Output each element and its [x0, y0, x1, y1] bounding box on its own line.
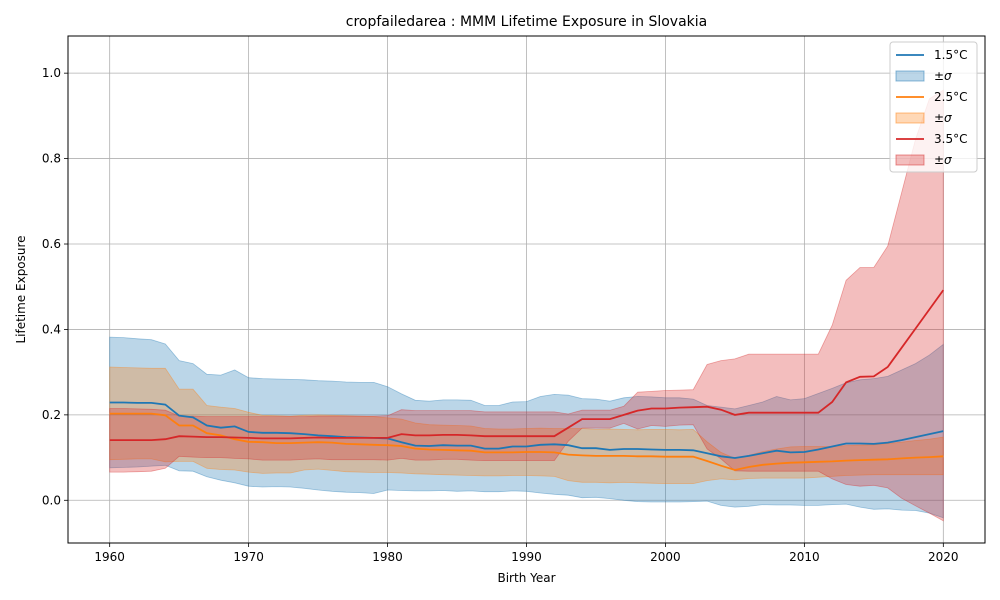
- y-tick-label: 1.0: [42, 66, 61, 80]
- x-tick-label: 1980: [372, 550, 403, 564]
- y-tick-label: 0.6: [42, 237, 61, 251]
- legend-band-swatch: [895, 70, 925, 82]
- mean-line-2: [109, 289, 945, 442]
- chart-title: cropfailedarea : MMM Lifetime Exposure i…: [346, 14, 707, 30]
- x-tick-label: 1970: [233, 550, 264, 564]
- x-tick-label: 1990: [511, 550, 542, 564]
- legend-label: ±σ: [934, 69, 952, 83]
- legend-band-swatch: [895, 154, 925, 166]
- legend-label: 2.5°C: [934, 90, 967, 104]
- y-axis-label: Lifetime Exposure: [14, 235, 28, 343]
- std-band-1: [109, 366, 944, 484]
- legend-label: 1.5°C: [934, 48, 967, 62]
- legend-label: ±σ: [934, 111, 952, 125]
- y-tick-label: 0.0: [42, 493, 61, 507]
- grid: [68, 36, 985, 543]
- legend-label: ±σ: [934, 153, 952, 167]
- x-tick-label: 1960: [94, 550, 125, 564]
- x-axis-label: Birth Year: [497, 571, 555, 585]
- y-tick-label: 0.4: [42, 322, 61, 336]
- y-tick-label: 0.2: [42, 408, 61, 422]
- legend-label: 3.5°C: [934, 132, 967, 146]
- mean-line-1: [109, 412, 944, 471]
- x-tick-label: 2020: [928, 550, 959, 564]
- axis-ticks: 1960 1970 1980 1990 2000 2010 2020 0.0 0.2 0.4 0.6…: [42, 66, 959, 564]
- y-tick-label: 0.8: [42, 152, 61, 166]
- legend: 1.5°C ±σ 2.5°C ±σ 3.5°C ±σ: [889, 41, 978, 173]
- std-band-2: [109, 89, 944, 522]
- x-tick-label: 2000: [650, 550, 681, 564]
- legend-band-swatch: [895, 112, 925, 124]
- std-band-0: [109, 336, 944, 519]
- mean-lines: [109, 289, 945, 471]
- x-tick-label: 2010: [789, 550, 820, 564]
- std-bands: [109, 89, 944, 522]
- mean-line-0: [109, 401, 944, 459]
